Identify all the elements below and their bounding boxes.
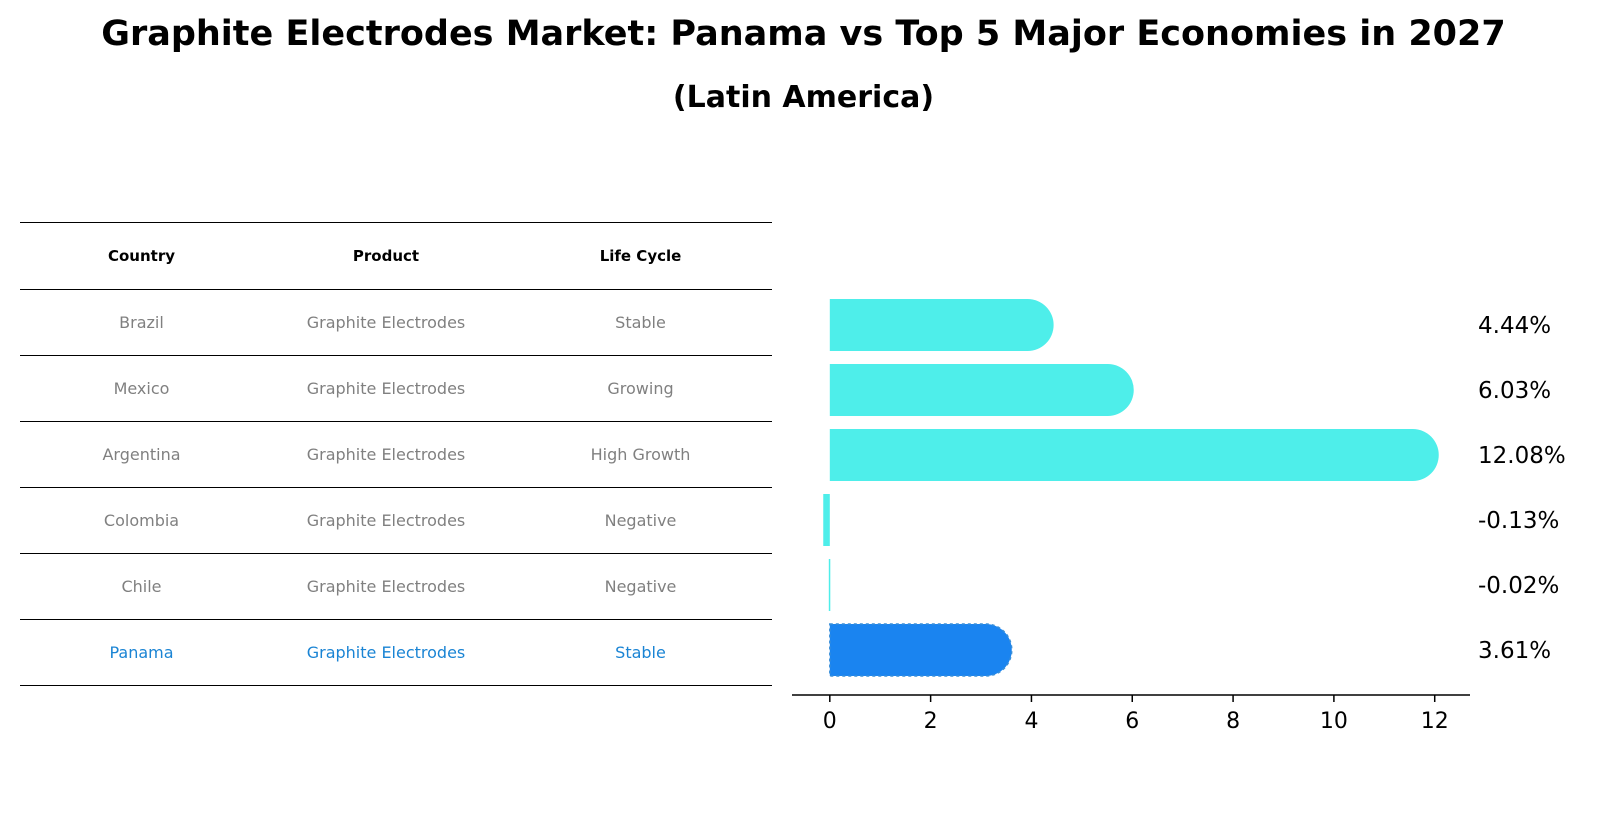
table-row: Brazil Graphite Electrodes Stable — [20, 289, 772, 356]
value-label-chile: -0.02% — [1478, 573, 1559, 599]
cell-country: Colombia — [20, 487, 263, 554]
header-life-cycle: Life Cycle — [509, 222, 772, 290]
x-tick-label-0: 0 — [823, 709, 837, 734]
data-table: Country Product Life Cycle Brazil Graphi… — [20, 222, 772, 686]
cell-life-cycle: Negative — [509, 553, 772, 620]
x-tick-label-4: 4 — [1024, 709, 1038, 734]
x-tick-label-12: 12 — [1421, 709, 1449, 734]
header-country: Country — [20, 222, 263, 290]
table-row: Argentina Graphite Electrodes High Growt… — [20, 421, 772, 488]
bar-brazil — [829, 299, 1054, 351]
bar-colombia — [823, 494, 830, 546]
cell-country: Chile — [20, 553, 263, 620]
cell-product: Graphite Electrodes — [263, 553, 509, 620]
table-header-row: Country Product Life Cycle — [20, 222, 772, 290]
cell-life-cycle: Stable — [509, 289, 772, 356]
bar-panama — [829, 623, 1013, 677]
value-label-colombia: -0.13% — [1478, 508, 1559, 534]
x-tick-label-6: 6 — [1125, 709, 1139, 734]
cell-country: Panama — [20, 619, 263, 686]
chart-title: Graphite Electrodes Market: Panama vs To… — [101, 14, 1506, 54]
bar-argentina — [829, 429, 1439, 481]
bar-mexico — [829, 364, 1134, 416]
cell-life-cycle: Negative — [509, 487, 772, 554]
cell-product: Graphite Electrodes — [263, 355, 509, 422]
cell-life-cycle: Stable — [509, 619, 772, 686]
x-tick-label-8: 8 — [1226, 709, 1240, 734]
cell-product: Graphite Electrodes — [263, 619, 509, 686]
value-label-brazil: 4.44% — [1478, 313, 1551, 339]
x-tick-label-2: 2 — [924, 709, 938, 734]
cell-country: Brazil — [20, 289, 263, 356]
table-row: Colombia Graphite Electrodes Negative — [20, 487, 772, 554]
cell-life-cycle: Growing — [509, 355, 772, 422]
header-product: Product — [263, 222, 509, 290]
cell-country: Mexico — [20, 355, 263, 422]
cell-product: Graphite Electrodes — [263, 487, 509, 554]
chart-subtitle: (Latin America) — [672, 80, 935, 115]
cell-product: Graphite Electrodes — [263, 421, 509, 488]
value-label-mexico: 6.03% — [1478, 378, 1551, 404]
x-tick-label-10: 10 — [1320, 709, 1348, 734]
cell-life-cycle: High Growth — [509, 421, 772, 488]
table-row: Chile Graphite Electrodes Negative — [20, 553, 772, 620]
value-label-panama: 3.61% — [1478, 638, 1551, 664]
cell-product: Graphite Electrodes — [263, 289, 509, 356]
bar-chile — [828, 559, 831, 611]
table-row-highlighted: Panama Graphite Electrodes Stable — [20, 619, 772, 686]
value-label-argentina: 12.08% — [1478, 443, 1566, 469]
cell-country: Argentina — [20, 421, 263, 488]
table-row: Mexico Graphite Electrodes Growing — [20, 355, 772, 422]
